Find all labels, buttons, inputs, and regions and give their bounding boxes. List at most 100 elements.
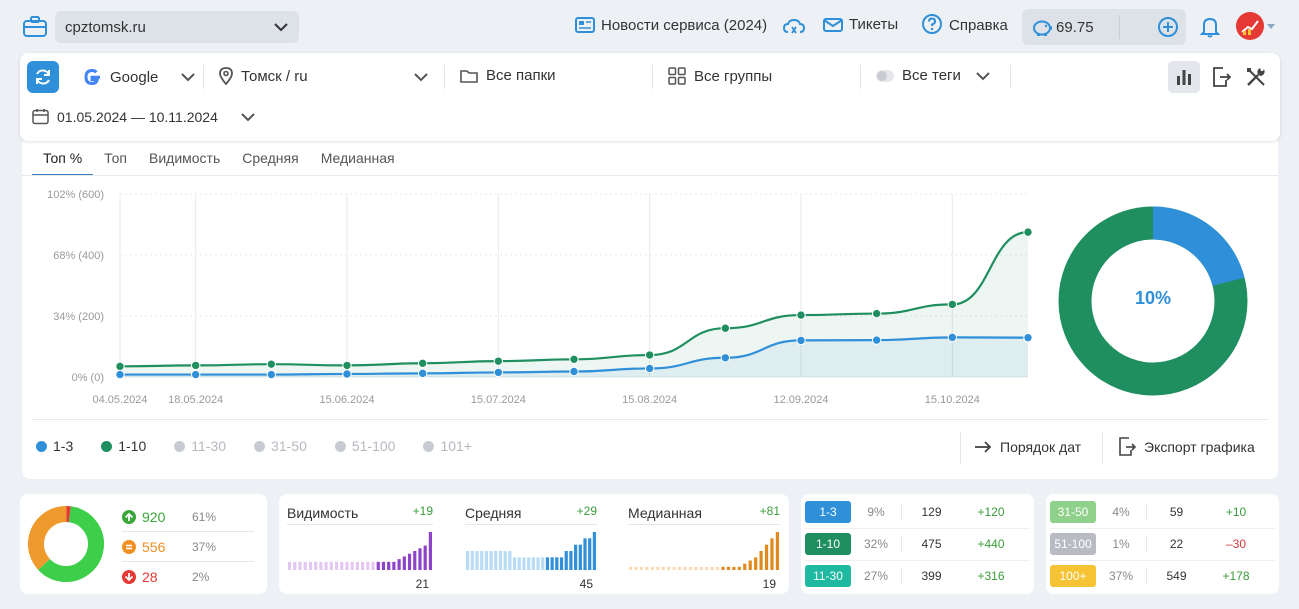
mini-bar (536, 557, 540, 570)
range-row-51-100[interactable]: 51-100 1% 22 –30 (1050, 531, 1274, 557)
data-point[interactable] (796, 310, 806, 320)
legend-item-101+[interactable]: 101+ (423, 438, 472, 454)
piggy-bank-icon (1033, 20, 1052, 36)
legend-item-1-3[interactable]: 1-3 (36, 438, 73, 454)
tab-top[interactable]: Топ (104, 150, 127, 166)
add-plus-icon[interactable] (1156, 15, 1180, 39)
positions-chart[interactable]: 0% (0) 34% (200) 68% (400) 102% (600) 04.05.… (22, 176, 1052, 411)
mini-chart-title: Средняя (465, 505, 522, 521)
data-point[interactable] (115, 361, 125, 372)
date-order-button[interactable]: Порядок дат (974, 439, 1081, 455)
folder-icon (460, 69, 478, 83)
mini-bar (413, 551, 417, 570)
range-row-1-3[interactable]: 1-3 9% 129 +120 (805, 499, 1029, 525)
data-point[interactable] (190, 360, 201, 371)
cloud-sync-icon[interactable] (782, 14, 806, 40)
data-point[interactable] (796, 335, 806, 346)
range-row-100+[interactable]: 100+ 37% 549 +178 (1050, 563, 1274, 589)
data-point[interactable] (342, 360, 352, 371)
mini-bar (726, 566, 731, 570)
data-point[interactable] (493, 356, 504, 366)
mini-bar (517, 557, 521, 570)
data-point[interactable] (720, 323, 731, 333)
range-row-11-30[interactable]: 11-30 27% 399 +316 (805, 563, 1029, 589)
data-point[interactable] (871, 335, 882, 345)
mini-bar (489, 551, 493, 570)
data-point[interactable] (417, 368, 428, 379)
chevron-down-icon[interactable] (1267, 24, 1275, 30)
mini-bar (340, 561, 344, 570)
data-point[interactable] (342, 369, 352, 379)
legend-item-31-50[interactable]: 31-50 (254, 438, 307, 454)
export-icon[interactable] (1207, 63, 1235, 91)
data-point[interactable] (190, 369, 201, 380)
mini-bar (298, 561, 302, 570)
range-row-1-10[interactable]: 1-10 32% 475 +440 (805, 531, 1029, 557)
avatar[interactable] (1236, 12, 1264, 40)
tab-average[interactable]: Средняя (242, 150, 299, 166)
region-select[interactable]: Томск / ru (219, 67, 308, 85)
legend-dot (334, 440, 346, 452)
tab-median[interactable]: Медианная (320, 150, 395, 166)
range-count: 549 (1146, 569, 1206, 583)
data-point[interactable] (266, 369, 277, 380)
folders-select[interactable]: Все папки (460, 67, 556, 84)
legend-item-1-10[interactable]: 1-10 (101, 438, 146, 454)
range-delta: +316 (977, 569, 1005, 583)
data-point[interactable] (417, 358, 428, 368)
data-point[interactable] (720, 353, 731, 363)
chart-view-button[interactable] (1168, 61, 1200, 93)
projects-briefcase-icon[interactable] (20, 12, 50, 42)
range-percent: 1% (1112, 537, 1130, 551)
mini-bar (743, 563, 747, 570)
chevron-down-icon[interactable] (413, 72, 429, 82)
data-point[interactable] (871, 308, 882, 319)
groups-select[interactable]: Все группы (668, 67, 772, 85)
range-count: 22 (1146, 537, 1206, 551)
tickets-link[interactable]: Тикеты (823, 16, 898, 33)
site-select[interactable]: cpztomsk.ru (55, 11, 299, 43)
data-point[interactable] (1023, 227, 1033, 237)
data-point[interactable] (115, 369, 125, 380)
legend-item-11-30[interactable]: 11-30 (174, 438, 226, 454)
legend-item-51-100[interactable]: 51-100 (334, 438, 395, 454)
mini-chart-visibility[interactable]: Видимость +19 21 (287, 500, 433, 591)
mini-bar (541, 557, 545, 570)
export-chart-button[interactable]: Экспорт графика (1118, 437, 1255, 457)
date-range-select[interactable]: 01.05.2024 — 10.11.2024 (32, 108, 256, 125)
site-name: cpztomsk.ru (65, 18, 146, 36)
tab-visibility[interactable]: Видимость (149, 150, 221, 166)
data-point[interactable] (569, 354, 579, 365)
data-point[interactable] (569, 366, 579, 377)
data-point[interactable] (493, 367, 504, 378)
refresh-button[interactable] (27, 61, 59, 93)
x-tick-label: 15.10.2024 (925, 394, 980, 406)
tags-select[interactable]: Все теги (876, 67, 991, 84)
mini-chart-median[interactable]: Медианная +81 19 (628, 500, 780, 591)
y-tick-label: 102% (600) (47, 189, 104, 201)
movement-donut-chart (28, 506, 104, 582)
tools-icon[interactable] (1242, 63, 1270, 91)
data-point[interactable] (1023, 332, 1033, 343)
data-point[interactable] (947, 299, 958, 310)
data-point[interactable] (644, 363, 655, 374)
x-tick-label: 15.06.2024 (319, 394, 374, 406)
range-row-31-50[interactable]: 31-50 4% 59 +10 (1050, 499, 1274, 525)
tags-toggle[interactable] (876, 69, 894, 82)
range-delta: +120 (977, 505, 1005, 519)
bell-icon[interactable] (1198, 15, 1222, 39)
news-link[interactable]: Новости сервиса (2024) (575, 16, 767, 34)
engine-select[interactable]: Google (82, 67, 196, 87)
data-point[interactable] (266, 359, 277, 369)
mini-bar (407, 553, 412, 570)
mini-bar (512, 557, 517, 570)
mini-bar (293, 561, 297, 570)
mini-bar (583, 538, 587, 570)
help-link[interactable]: Справка (921, 14, 1008, 35)
mini-bar (699, 566, 703, 570)
data-point[interactable] (947, 332, 958, 343)
tab-top-percent[interactable]: Топ % (32, 142, 94, 176)
range-count: 59 (1146, 505, 1206, 519)
data-point[interactable] (644, 350, 655, 360)
mini-chart-average[interactable]: Средняя +29 45 (465, 500, 597, 591)
